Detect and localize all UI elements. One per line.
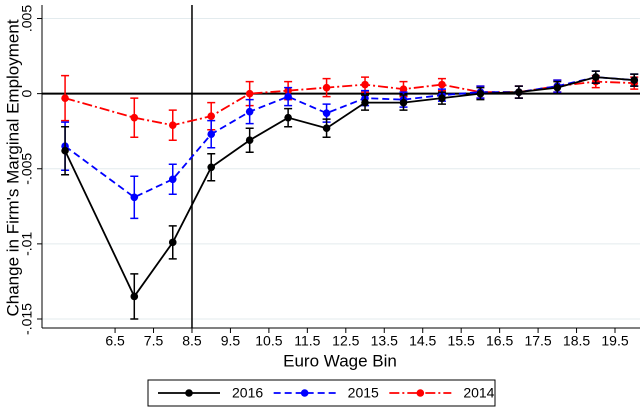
point (284, 113, 292, 122)
point (168, 121, 177, 129)
legend-label: 2016 (232, 385, 263, 401)
x-tick-label: 6.5 (105, 333, 125, 349)
y-tick-label: 0 (19, 90, 35, 98)
point (130, 292, 139, 301)
point (322, 109, 331, 117)
x-tick-label: 7.5 (144, 333, 164, 349)
y-tick-label: -.005 (19, 153, 35, 185)
point (245, 107, 254, 116)
series-line (64, 76, 635, 199)
x-tick-label: 8.5 (182, 333, 202, 349)
point (130, 113, 139, 122)
point (130, 193, 139, 202)
point (553, 83, 562, 92)
point (361, 80, 369, 89)
point (61, 94, 69, 102)
y-tick-label: -.015 (19, 303, 35, 335)
point (515, 88, 523, 96)
point (284, 92, 292, 101)
x-tick-label: 16.5 (486, 333, 513, 349)
x-axis-label: Euro Wage Bin (283, 351, 397, 370)
x-tick-label: 10.5 (255, 333, 282, 349)
x-tick-label: 9.5 (221, 333, 241, 349)
point (399, 98, 408, 107)
point (245, 89, 254, 98)
x-tick-label: 13.5 (371, 333, 398, 349)
point (207, 163, 216, 172)
point (207, 130, 216, 138)
series-line (64, 76, 635, 299)
point (361, 98, 369, 107)
y-tick-label: -.01 (19, 232, 35, 256)
point (399, 85, 408, 93)
point (438, 94, 446, 102)
point (168, 175, 177, 184)
point (245, 136, 254, 145)
x-tick-label: 11.5 (294, 333, 320, 349)
y-axis-label: Change in Firm's Marginal Employment (3, 19, 22, 316)
legend-label: 2014 (463, 385, 494, 401)
point (476, 89, 485, 98)
y-tick-label: .005 (19, 5, 35, 32)
x-tick-label: 12.5 (332, 333, 359, 349)
x-tick-label: 14.5 (409, 333, 436, 349)
point (207, 112, 216, 120)
x-tick-label: 15.5 (448, 333, 475, 349)
x-tick-label: 19.5 (601, 333, 628, 349)
legend-marker (416, 389, 425, 397)
legend-label: 2015 (348, 385, 379, 401)
point (591, 73, 600, 81)
legend-marker (185, 389, 193, 397)
x-tick-label: 18.5 (563, 333, 590, 349)
legend-marker (300, 389, 309, 397)
point (438, 80, 446, 89)
point (61, 146, 69, 155)
x-tick-label: 17.5 (524, 333, 551, 349)
point (168, 238, 177, 247)
point (322, 124, 331, 132)
point (630, 76, 639, 84)
point (322, 83, 331, 92)
